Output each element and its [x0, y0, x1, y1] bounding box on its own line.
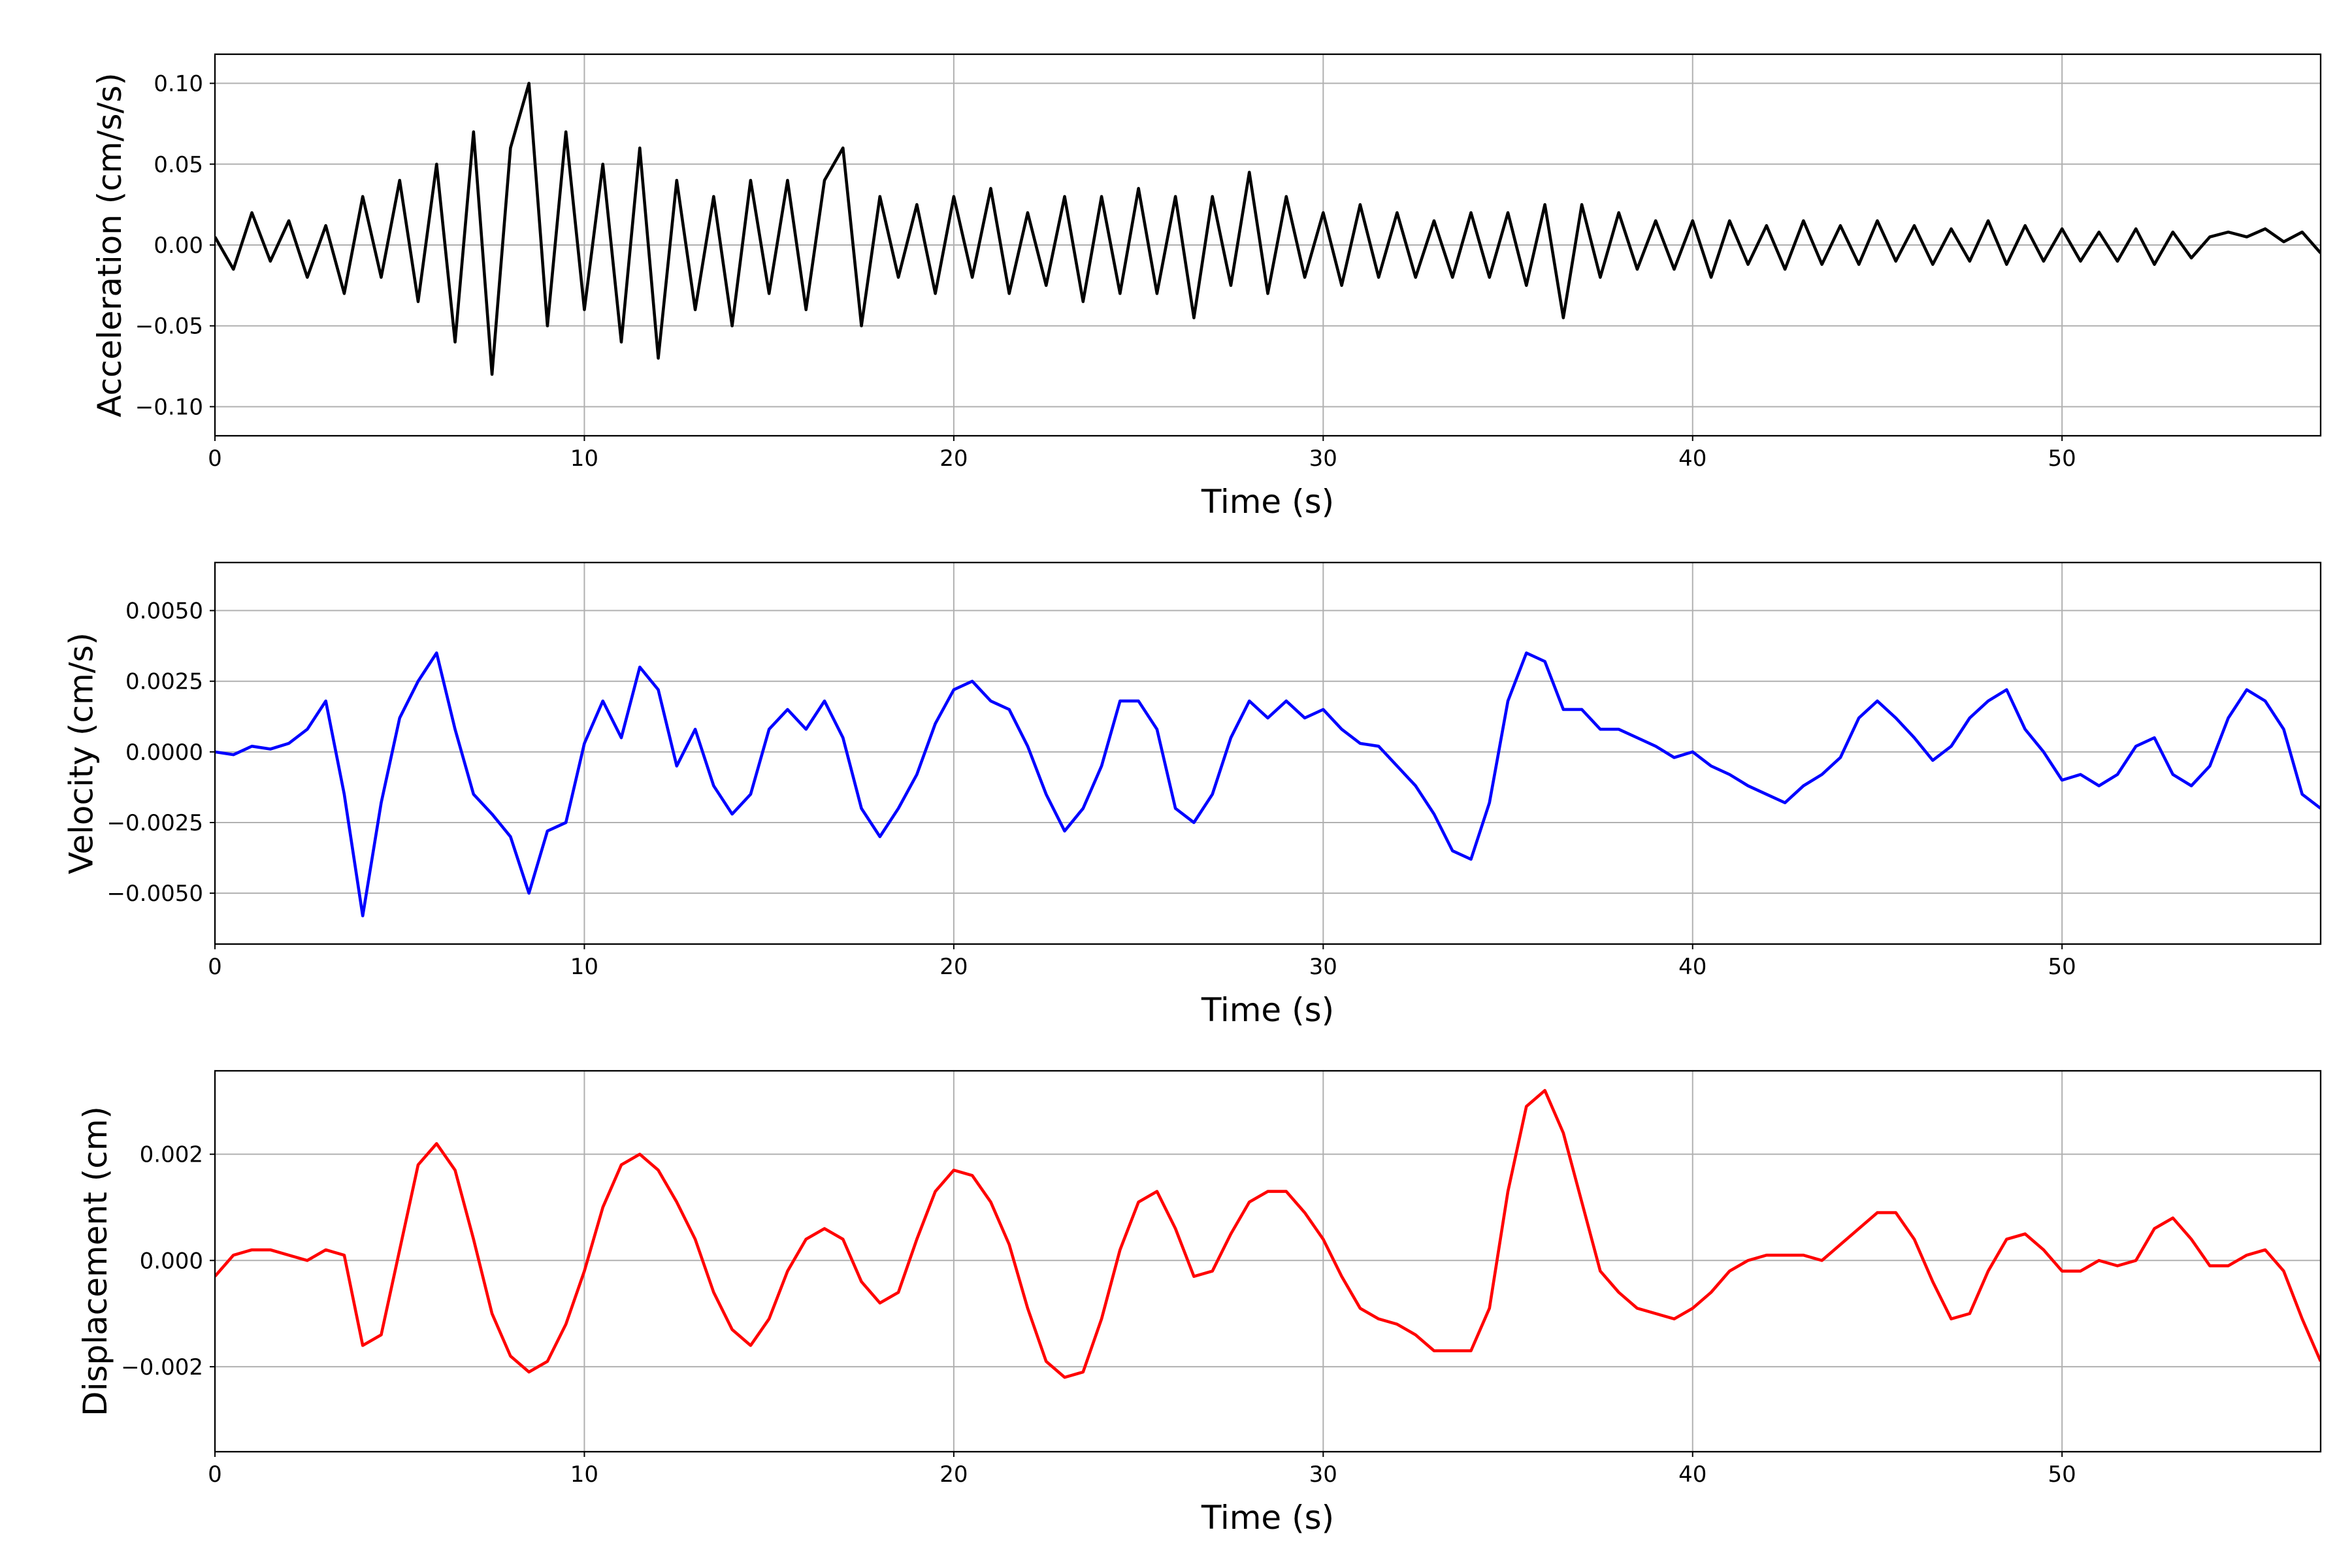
y-tick-label: 0.000 — [140, 1248, 203, 1274]
y-axis-label: Acceleration (cm/s/s) — [91, 73, 129, 417]
y-tick-label: 0.002 — [140, 1142, 203, 1168]
x-axis-label: Time (s) — [1201, 483, 1334, 521]
x-axis-label: Time (s) — [1201, 991, 1334, 1029]
x-tick-label: 0 — [208, 954, 222, 980]
y-tick-label: −0.0025 — [107, 810, 203, 836]
y-tick-label: −0.0050 — [107, 881, 203, 907]
x-tick-label: 50 — [2048, 446, 2076, 472]
x-tick-label: 40 — [1678, 954, 1707, 980]
x-tick-label: 10 — [570, 1462, 598, 1488]
y-axis-label: Displacement (cm) — [76, 1106, 114, 1416]
y-tick-label: 0.05 — [154, 152, 203, 178]
x-tick-label: 40 — [1678, 446, 1707, 472]
y-tick-label: −0.002 — [121, 1354, 203, 1380]
x-tick-label: 10 — [570, 446, 598, 472]
x-tick-label: 30 — [1309, 954, 1337, 980]
x-tick-label: 20 — [939, 954, 968, 980]
x-axis-label: Time (s) — [1201, 1499, 1334, 1537]
x-tick-label: 30 — [1309, 446, 1337, 472]
x-tick-label: 50 — [2048, 1462, 2076, 1488]
x-tick-label: 10 — [570, 954, 598, 980]
x-tick-label: 40 — [1678, 1462, 1707, 1488]
y-tick-label: 0.10 — [154, 71, 203, 97]
y-tick-label: −0.10 — [135, 394, 203, 420]
y-tick-label: 0.00 — [154, 233, 203, 259]
y-axis-label: Velocity (cm/s) — [63, 632, 101, 874]
plot-frame — [214, 561, 2322, 945]
x-tick-label: 20 — [939, 1462, 968, 1488]
data-line — [215, 1088, 2321, 1379]
y-tick-label: −0.05 — [135, 314, 203, 340]
x-tick-label: 30 — [1309, 1462, 1337, 1488]
y-tick-label: 0.0025 — [125, 669, 203, 695]
y-tick-label: 0.0050 — [125, 598, 203, 625]
y-tick-label: 0.0000 — [125, 740, 203, 766]
data-line — [215, 82, 2321, 376]
x-tick-label: 0 — [208, 446, 222, 472]
x-tick-label: 20 — [939, 446, 968, 472]
data-line — [215, 651, 2321, 918]
x-tick-label: 50 — [2048, 954, 2076, 980]
x-tick-label: 0 — [208, 1462, 222, 1488]
plot-frame — [214, 1070, 2322, 1453]
